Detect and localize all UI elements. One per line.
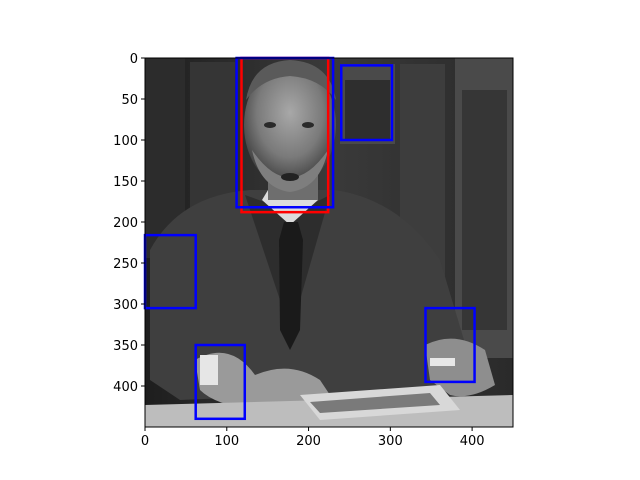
- x-tick-label: 0: [141, 434, 149, 449]
- y-tick-label: 250: [113, 257, 138, 272]
- x-tick-label: 200: [296, 434, 321, 449]
- y-tick-label: 200: [113, 216, 138, 231]
- x-axis: 0 100 200 300 400: [141, 427, 485, 449]
- axes-frame: [144, 57, 514, 428]
- y-tick-label: 300: [113, 298, 138, 313]
- y-tick-label: 50: [121, 93, 138, 108]
- y-tick-label: 350: [113, 339, 138, 354]
- bounding-box-3: [340, 64, 394, 142]
- x-tick-label: 300: [378, 434, 403, 449]
- y-tick-label: 100: [113, 134, 138, 149]
- bounding-box-5: [194, 343, 247, 421]
- x-tick-label: 100: [214, 434, 239, 449]
- y-tick-label: 400: [113, 380, 138, 395]
- y-axis: 0 50 100 150 200 250 300 350 400: [113, 52, 145, 395]
- bounding-box-6: [424, 306, 476, 384]
- x-tick-label: 400: [460, 434, 485, 449]
- y-tick-label: 0: [130, 52, 138, 67]
- y-tick-label: 150: [113, 175, 138, 190]
